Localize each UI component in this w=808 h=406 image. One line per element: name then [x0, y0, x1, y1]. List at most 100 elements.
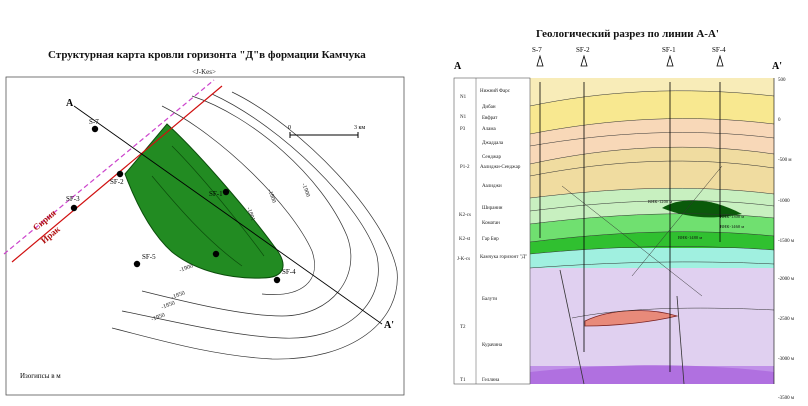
inner-contour: [171, 145, 265, 257]
formation-label: Балути: [482, 297, 497, 302]
contour-line: [161, 105, 315, 295]
oil-lens: [662, 200, 742, 218]
well-label: SF-1: [209, 190, 223, 198]
formation-label: Гар Бир: [482, 237, 499, 242]
contour-label: -1950: [151, 312, 166, 322]
bedding-line: [571, 307, 775, 319]
section-line: [73, 105, 383, 325]
scale-label: 3 км: [354, 125, 365, 131]
strata: [530, 78, 774, 384]
map-legend: Изогипсы в м: [20, 372, 61, 380]
formation-column: Нижний Фарс Дибан Евфрат Алама Джаддала …: [453, 77, 531, 385]
well-dot: [133, 260, 141, 268]
well-markers: S-7 SF-2 SF-3 SF-5 SF-1 SF-4: [66, 118, 296, 284]
section-end-a: A: [454, 61, 462, 72]
contour-label: -1850: [161, 300, 176, 310]
age-label: N1: [460, 115, 467, 120]
formation-label: Коматан: [482, 221, 500, 226]
well-symbol: [580, 54, 588, 67]
depth-label: -2500 м: [778, 317, 795, 322]
formation-label: Дибан: [482, 105, 496, 110]
formation-label: Сенджар: [482, 155, 502, 160]
owc-label: ВНК-1200 м: [648, 199, 672, 204]
contour-label: -1900: [300, 183, 310, 198]
formation-label: Ширанин: [482, 206, 503, 211]
formation-label: Курачина: [482, 343, 503, 348]
inner-contour: [151, 175, 243, 267]
structural-map: <J-Kes> Сирия Ирак A A' S-7 SF-2 SF-3 SF…: [3, 68, 405, 396]
well-dot: [70, 204, 78, 212]
map-subtitle: <J-Kes>: [192, 68, 216, 76]
well-label: SF-2: [110, 178, 124, 186]
depth-label: -2000 м: [778, 277, 795, 282]
anticline-orange: [530, 118, 774, 164]
bedding-line: [529, 90, 775, 107]
formation-label: Джаддала: [482, 141, 504, 146]
age-label: T1: [460, 378, 466, 383]
well-label: S-7: [532, 46, 542, 54]
depth-label: -500 м: [778, 158, 792, 163]
well-symbol: [536, 54, 544, 67]
border-dash: [3, 79, 215, 255]
well-label: SF-5: [142, 253, 156, 261]
contour-label: -1800: [266, 189, 276, 204]
bedding-line: [529, 261, 775, 269]
well-dot: [273, 276, 281, 284]
section-end-a: A: [66, 98, 74, 109]
well-dot: [222, 188, 230, 196]
bedding-line: [529, 146, 775, 165]
owc-label: ВНК-1460 м: [720, 224, 744, 229]
well-dot: [116, 170, 124, 178]
anticline-darkgreen: [530, 231, 774, 254]
depth-label: -3500 м: [778, 396, 795, 401]
age-label: N1: [460, 95, 467, 100]
bedding-line: [529, 132, 775, 147]
age-label: T2: [460, 325, 466, 330]
contour-label: -1801: [245, 207, 255, 222]
bedding-line: [529, 246, 775, 255]
map-frame: [5, 76, 405, 396]
bedding-line: [529, 200, 775, 212]
well-label: S-7: [89, 118, 99, 126]
well-label: SF-1: [662, 46, 676, 54]
gas-lens: [584, 310, 679, 327]
section-end-b: A': [772, 61, 782, 72]
well-label: SF-4: [282, 268, 296, 276]
age-label: K2-cs: [459, 213, 471, 218]
right-section-title: Геологический разрез по линии A-A': [536, 28, 719, 40]
contour-label: -1850: [171, 290, 186, 300]
bedding-line: [529, 118, 775, 135]
bedding-line: [529, 160, 775, 177]
age-label: J-K-cs: [457, 257, 470, 262]
column-frame: [453, 77, 531, 385]
bedding-line: [529, 231, 775, 243]
anticline-tan: [530, 147, 774, 198]
fault-line: [631, 165, 723, 277]
geological-cross-section: A A': [453, 46, 795, 401]
owc-label: ВНК-1480 м: [678, 235, 702, 240]
well-dot: [212, 250, 220, 258]
scale-label: 0: [288, 125, 291, 131]
owc-label: ВНК-1300 м: [720, 214, 744, 219]
age-label: P3: [460, 127, 466, 132]
depth-label: -1000: [778, 199, 790, 204]
basement-wave: [530, 365, 774, 384]
depth-label: -3000 м: [778, 357, 795, 362]
well-label: SF-4: [712, 46, 726, 54]
anticline-yellow: [530, 90, 774, 134]
formation-label: Нижний Фарс: [480, 89, 511, 94]
section-wells: [536, 54, 724, 372]
bedding-line: [529, 213, 775, 225]
well-label: SF-2: [576, 46, 590, 54]
well-symbol: [666, 54, 674, 67]
contour-labels: -1900 -1850 -1950 -1800 -1801 -1900 -185…: [151, 183, 311, 323]
formation-label: Аалиджи-Сенджар: [480, 165, 521, 170]
fault-line: [559, 269, 585, 385]
contour-line: [111, 91, 398, 360]
depth-label: -1500 м: [778, 239, 795, 244]
contour-line: [141, 95, 352, 317]
depth-label: 0: [778, 118, 781, 123]
formation-label: Геллина: [482, 378, 500, 383]
formation-label: Аалиджи: [482, 184, 502, 189]
age-label: K2-st: [459, 237, 471, 242]
